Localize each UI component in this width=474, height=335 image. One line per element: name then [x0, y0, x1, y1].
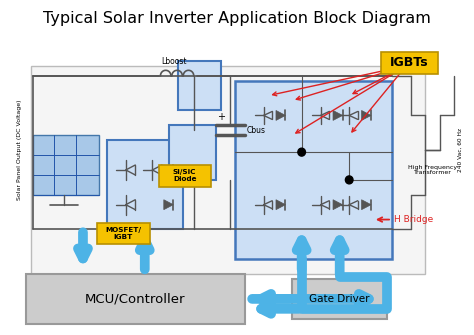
- FancyBboxPatch shape: [292, 279, 387, 319]
- Polygon shape: [164, 165, 173, 175]
- Text: +: +: [217, 112, 225, 122]
- Text: H Bridge: H Bridge: [394, 215, 433, 224]
- Text: 240 Vac, 60 Hz: 240 Vac, 60 Hz: [458, 128, 463, 172]
- Polygon shape: [276, 111, 285, 120]
- Text: Si/SiC
Diode: Si/SiC Diode: [173, 170, 196, 183]
- Polygon shape: [333, 200, 343, 210]
- Polygon shape: [164, 200, 173, 210]
- Text: MOSFET/
IGBT: MOSFET/ IGBT: [105, 227, 141, 240]
- FancyBboxPatch shape: [178, 61, 221, 111]
- Text: Cbus: Cbus: [246, 126, 265, 135]
- Text: Lboost: Lboost: [161, 57, 186, 66]
- Text: IGBTs: IGBTs: [390, 56, 428, 69]
- FancyBboxPatch shape: [31, 66, 425, 274]
- FancyBboxPatch shape: [33, 135, 99, 195]
- Text: Typical Solar Inverter Application Block Diagram: Typical Solar Inverter Application Block…: [43, 11, 431, 26]
- Text: High Frequency
Transformer: High Frequency Transformer: [408, 164, 457, 176]
- Text: Solar Panel Output (DC Voltage): Solar Panel Output (DC Voltage): [17, 100, 22, 200]
- Polygon shape: [276, 200, 285, 210]
- FancyBboxPatch shape: [97, 222, 149, 244]
- FancyBboxPatch shape: [159, 165, 211, 187]
- Polygon shape: [362, 111, 371, 120]
- FancyBboxPatch shape: [107, 140, 183, 229]
- Polygon shape: [333, 111, 343, 120]
- Circle shape: [346, 176, 353, 184]
- FancyBboxPatch shape: [169, 125, 216, 180]
- Text: Gate Driver: Gate Driver: [310, 294, 370, 304]
- Circle shape: [298, 148, 305, 156]
- FancyBboxPatch shape: [26, 274, 245, 324]
- FancyBboxPatch shape: [381, 52, 438, 74]
- Text: MCU/Controller: MCU/Controller: [85, 292, 185, 306]
- FancyBboxPatch shape: [235, 81, 392, 259]
- Polygon shape: [362, 200, 371, 210]
